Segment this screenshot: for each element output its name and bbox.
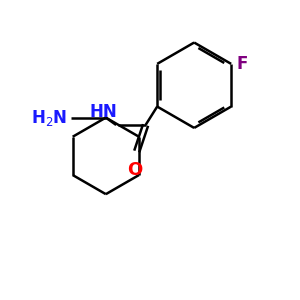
Text: H$_2$N: H$_2$N (31, 108, 67, 127)
Text: O: O (127, 161, 142, 179)
Text: HN: HN (90, 103, 118, 122)
Text: F: F (236, 55, 248, 73)
